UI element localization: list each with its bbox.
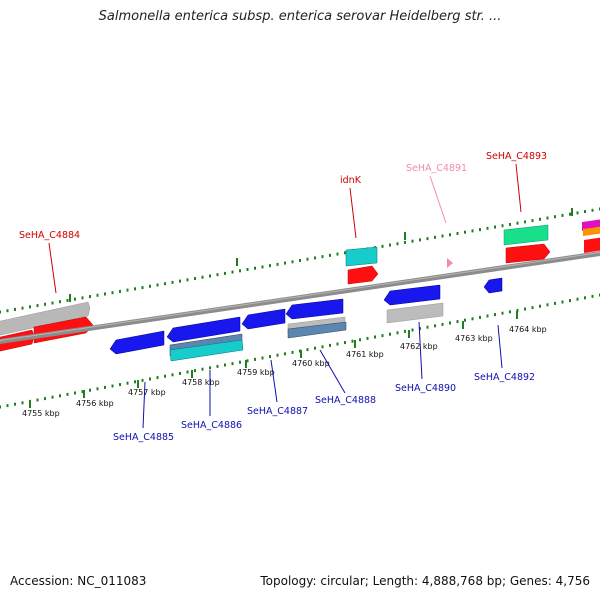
callout-line [418, 321, 423, 380]
gene-label[interactable]: SeHA_C4890 [395, 383, 456, 394]
backbone [0, 250, 600, 345]
gene-label[interactable]: SeHA_C4887 [247, 406, 308, 417]
gene-feature-pseudo-seha-c4891[interactable] [447, 258, 453, 268]
gene-feature-red-edge[interactable] [584, 237, 600, 253]
gene-label[interactable]: SeHA_C4892 [474, 372, 535, 383]
callout-line [319, 349, 346, 394]
callout-line [349, 187, 357, 239]
tick-label: 4764 kbp [509, 325, 547, 334]
backbone-highlight [0, 251, 600, 342]
gene-feature-steel-small[interactable] [287, 321, 347, 339]
gene-label[interactable]: SeHA_C4891 [406, 163, 467, 174]
gene-label[interactable]: SeHA_C4893 [486, 151, 547, 162]
gene-feature-seha-c4885[interactable] [109, 330, 165, 355]
gene-feature-green-seha-c4893[interactable] [503, 224, 549, 246]
tick-label: 4763 kbp [455, 334, 493, 343]
map-title: Salmonella enterica subsp. enterica sero… [98, 9, 502, 24]
major-ticks: 4755 kbp 4756 kbp 4757 kbp 4758 kbp 4759 kbp… [22, 208, 573, 418]
gene-feature-seha-c4890[interactable] [383, 284, 441, 306]
gene-feature-orange-edge[interactable] [583, 226, 600, 236]
gene-label[interactable]: SeHA_C4885 [113, 432, 174, 443]
callout-line [142, 381, 146, 429]
gene-feature-seha-c4887[interactable] [241, 308, 286, 330]
tick-label: 4755 kbp [22, 409, 60, 418]
gene-label[interactable]: SeHA_C4884 [19, 230, 80, 241]
gene-feature-seha-c4892[interactable] [483, 277, 503, 294]
callout-line [270, 359, 278, 403]
gene-feature-gray[interactable] [0, 301, 91, 336]
feature-track [0, 219, 600, 362]
callout-line [429, 175, 447, 224]
gene-feature-gray-right[interactable] [386, 302, 444, 324]
callout-line [48, 242, 57, 294]
gene-feature-seha-c4888[interactable] [285, 298, 344, 320]
tick-label: 4759 kbp [237, 368, 275, 377]
gene-feature-cyan-idnk[interactable] [345, 246, 378, 267]
minor-tick-tracks [0, 207, 600, 409]
tick-label: 4761 kbp [346, 350, 384, 359]
gene-callouts: SeHA_C4884 idnK SeHA_C4891 SeHA_C4893 SeHA_C… [19, 151, 547, 443]
tick-label: 4756 kbp [76, 399, 114, 408]
gene-feature-red-idnk[interactable] [347, 265, 379, 285]
tick-label: 4758 kbp [182, 378, 220, 387]
gene-label[interactable]: SeHA_C4888 [315, 395, 376, 406]
genome-summary: Topology: circular; Length: 4,888,768 bp… [260, 574, 590, 588]
tick-label: 4760 kbp [292, 359, 330, 368]
tick-label: 4757 kbp [128, 388, 166, 397]
gene-label[interactable]: SeHA_C4886 [181, 420, 242, 431]
gene-label[interactable]: idnK [340, 175, 362, 186]
callout-line [515, 163, 522, 213]
tick-label: 4762 kbp [400, 342, 438, 351]
gene-feature-seha-c4886[interactable] [166, 316, 241, 343]
callout-line [497, 324, 503, 369]
accession-label: Accession: NC_011083 [10, 574, 147, 588]
gene-feature-cyan[interactable] [169, 339, 244, 362]
gene-feature-red-seha-c4893[interactable] [505, 243, 551, 264]
